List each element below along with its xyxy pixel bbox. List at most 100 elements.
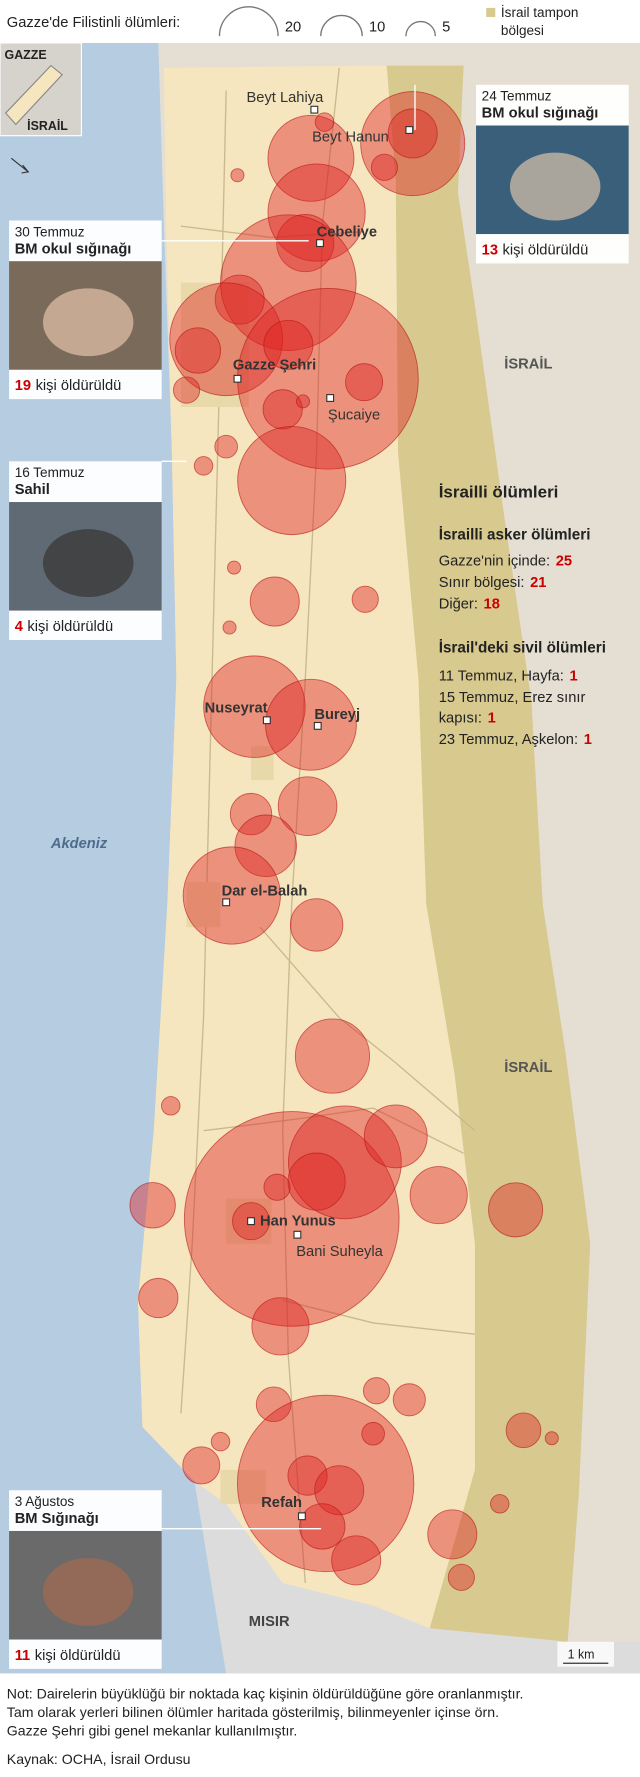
death-circle [490,1494,510,1514]
region-label: İSRAİL [504,1059,552,1076]
death-circle [277,776,338,836]
death-circle [345,363,384,402]
place-label: Beyt Lahiya [247,90,325,106]
note-line: Gazze Şehri gibi genel mekanlar kullanıl… [7,1723,297,1739]
death-circle [299,1503,346,1550]
death-circle [237,426,347,536]
note: Not: Dairelerin büyüklüğü bir noktada ka… [7,1685,524,1738]
civilian-label: 11 Temmuz, Hayfa: [439,669,564,685]
civilian-label: 15 Temmuz, Erez sınır [439,690,586,706]
death-circle [182,846,281,945]
death-circle [174,327,222,374]
death-circle [227,560,242,575]
death-circle [230,168,245,183]
death-circle [173,376,201,404]
israeli-deaths-panel: İsrailli ölümleri İsrailli asker ölümleri… [439,483,606,748]
soldier-label: Gazze'nin içinde: [439,553,550,569]
callout-place: BM okul sığınağı [482,106,599,122]
callout-count: 19 [15,378,31,394]
civilian-value: 1 [584,732,592,748]
legend-title: Gazze'de Filistinli ölümleri: [7,15,180,31]
callout-date: 3 Ağustos [15,1494,75,1509]
panel-subtitle: İsrailli asker ölümleri [439,526,591,543]
legend-circle [320,14,363,37]
panel-subtitle: İsrail'deki sivil ölümleri [439,639,606,656]
death-circle [289,898,344,952]
place-label: Han Yunus [260,1214,336,1230]
death-circle [193,456,214,476]
death-circle [392,1383,426,1417]
gaza-strip [137,65,475,1629]
death-circle [129,1182,176,1229]
civilian-line: kapısı: 1 [439,711,496,727]
region-label: MISIR [249,1614,290,1630]
civilian-line: 23 Temmuz, Aşkelon: 1 [439,732,592,748]
soldier-value: 25 [556,553,572,569]
sea-label: Akdeniz [50,836,108,852]
place-marker [316,239,324,248]
death-circle [351,585,379,613]
callout-suffix: kişi öldürüldü [36,378,122,394]
civilian-line: 15 Temmuz, Erez sınır [439,690,586,706]
death-circle [360,91,466,197]
callout-place: BM Sığınağı [15,1511,99,1527]
death-circle [249,576,300,627]
buffer-swatch [486,7,496,17]
civilian-label: kapısı: [439,711,482,727]
death-circle [505,1412,542,1449]
callout-count-text: 19 kişi öldürüldü [15,378,122,394]
legend-circle [218,6,279,37]
place-marker [326,394,335,402]
place-label: Refah [261,1495,302,1511]
callout-count-text: 13 kişi öldürüldü [482,242,589,258]
death-circle [287,1455,328,1496]
callout-place: BM okul sığınağı [15,241,132,257]
legend-circle [405,21,436,37]
circles [129,91,559,1591]
death-circle [370,153,399,181]
callout-place: Sahil [15,482,50,498]
place-marker [405,126,414,134]
legend-size: 20 [285,20,301,36]
callout-photo-detail [42,1558,134,1626]
buffer-label: bölgesi [501,23,544,38]
legend-size: 5 [442,20,450,36]
death-circle [427,1509,478,1560]
death-circle [314,1465,365,1516]
place-marker [313,721,322,730]
death-circle [161,1096,181,1116]
place-marker [297,1512,306,1521]
place-marker [293,1230,302,1239]
death-circle [331,1535,382,1586]
death-circle [210,1431,231,1452]
death-circle [214,274,265,325]
place-label: Bani Suheyla [296,1244,383,1260]
death-circle [287,1152,346,1211]
death-circle [488,1182,544,1238]
death-circle [251,1297,310,1356]
inset-gaza: GAZZE [5,48,47,62]
death-circle [255,1386,292,1423]
callout-photo-detail [42,288,134,357]
civilian-value: 1 [488,711,496,727]
callout-count: 11 [15,1648,31,1664]
buffer-label: İsrail tampon [501,5,579,20]
callout-suffix: kişi öldürüldü [35,1648,121,1664]
civilian-label: 23 Temmuz, Aşkelon: [439,732,578,748]
callout-count: 4 [15,619,24,635]
legend-size: 10 [369,20,385,36]
death-circle [182,1446,221,1485]
civilian-value: 1 [570,669,578,685]
place-label: Şucaiye [328,407,380,423]
callout-photo-detail [509,152,601,221]
egypt-area [194,1481,640,1674]
place-marker [310,105,319,114]
legend: 20 10 5 [218,6,450,37]
sea [0,42,227,1674]
callout-date: 24 Temmuz [482,89,552,104]
death-circle [288,1105,402,1220]
north-arrow [10,157,30,174]
death-circle [267,163,366,262]
death-circle [409,1166,468,1225]
